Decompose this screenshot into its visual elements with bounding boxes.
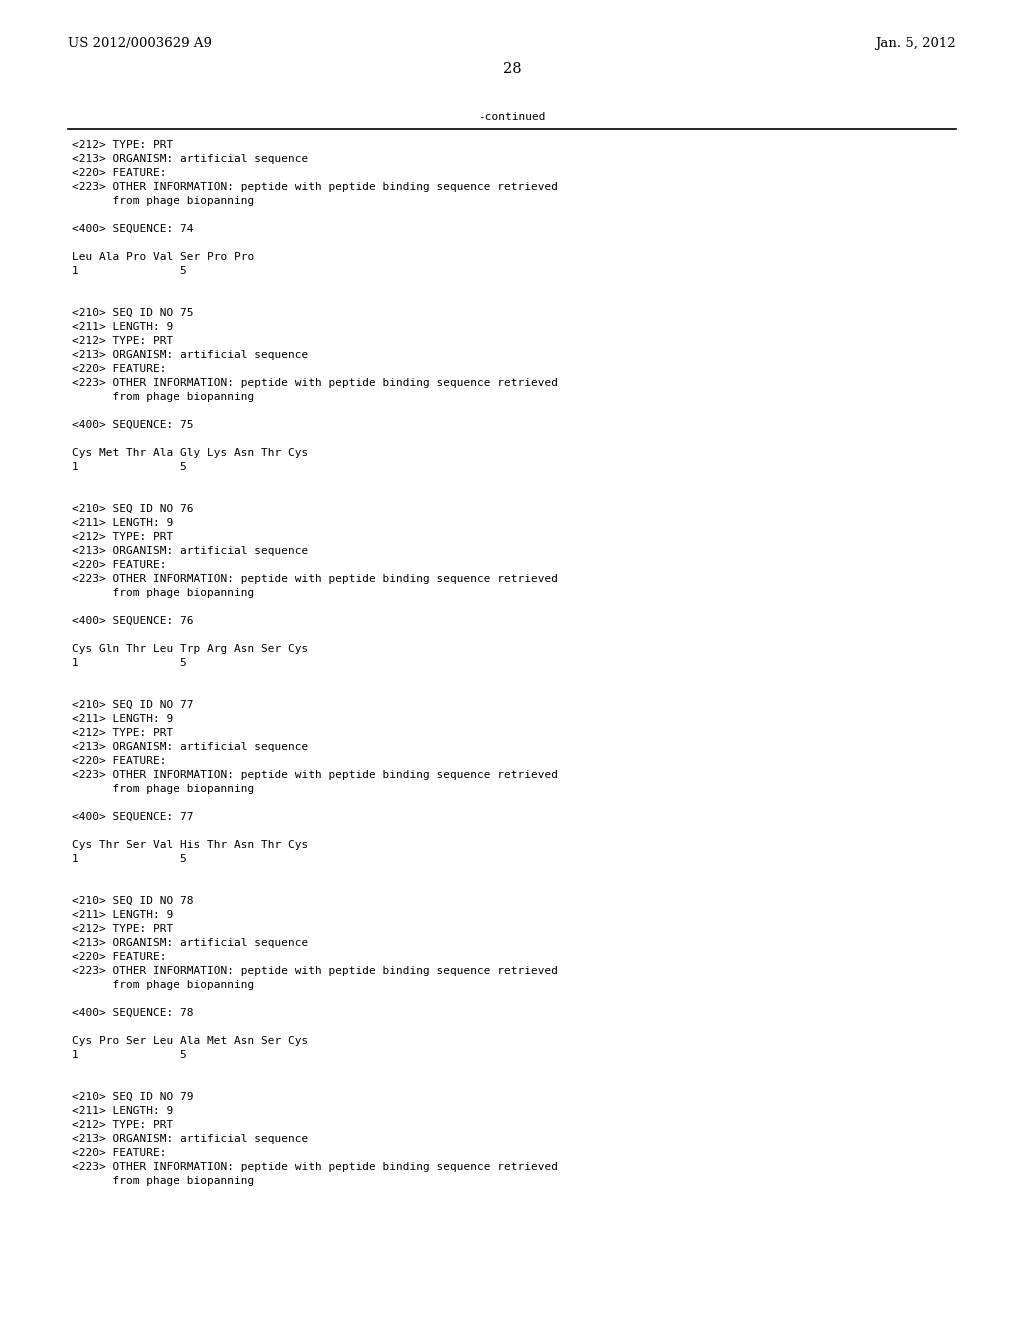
Text: <212> TYPE: PRT: <212> TYPE: PRT bbox=[72, 140, 173, 150]
Text: US 2012/0003629 A9: US 2012/0003629 A9 bbox=[68, 37, 212, 50]
Text: <223> OTHER INFORMATION: peptide with peptide binding sequence retrieved: <223> OTHER INFORMATION: peptide with pe… bbox=[72, 966, 558, 975]
Text: <223> OTHER INFORMATION: peptide with peptide binding sequence retrieved: <223> OTHER INFORMATION: peptide with pe… bbox=[72, 378, 558, 388]
Text: <220> FEATURE:: <220> FEATURE: bbox=[72, 756, 167, 766]
Text: from phage biopanning: from phage biopanning bbox=[72, 1176, 254, 1185]
Text: <210> SEQ ID NO 75: <210> SEQ ID NO 75 bbox=[72, 308, 194, 318]
Text: <400> SEQUENCE: 74: <400> SEQUENCE: 74 bbox=[72, 224, 194, 234]
Text: <213> ORGANISM: artificial sequence: <213> ORGANISM: artificial sequence bbox=[72, 939, 308, 948]
Text: <220> FEATURE:: <220> FEATURE: bbox=[72, 560, 167, 570]
Text: Jan. 5, 2012: Jan. 5, 2012 bbox=[876, 37, 956, 50]
Text: <211> LENGTH: 9: <211> LENGTH: 9 bbox=[72, 1106, 173, 1115]
Text: <211> LENGTH: 9: <211> LENGTH: 9 bbox=[72, 322, 173, 333]
Text: <213> ORGANISM: artificial sequence: <213> ORGANISM: artificial sequence bbox=[72, 1134, 308, 1144]
Text: <212> TYPE: PRT: <212> TYPE: PRT bbox=[72, 1119, 173, 1130]
Text: <213> ORGANISM: artificial sequence: <213> ORGANISM: artificial sequence bbox=[72, 742, 308, 752]
Text: <211> LENGTH: 9: <211> LENGTH: 9 bbox=[72, 517, 173, 528]
Text: <210> SEQ ID NO 78: <210> SEQ ID NO 78 bbox=[72, 896, 194, 906]
Text: Cys Pro Ser Leu Ala Met Asn Ser Cys: Cys Pro Ser Leu Ala Met Asn Ser Cys bbox=[72, 1036, 308, 1045]
Text: 1               5: 1 5 bbox=[72, 657, 186, 668]
Text: <212> TYPE: PRT: <212> TYPE: PRT bbox=[72, 729, 173, 738]
Text: <400> SEQUENCE: 78: <400> SEQUENCE: 78 bbox=[72, 1008, 194, 1018]
Text: <223> OTHER INFORMATION: peptide with peptide binding sequence retrieved: <223> OTHER INFORMATION: peptide with pe… bbox=[72, 574, 558, 583]
Text: 28: 28 bbox=[503, 62, 521, 77]
Text: <223> OTHER INFORMATION: peptide with peptide binding sequence retrieved: <223> OTHER INFORMATION: peptide with pe… bbox=[72, 1162, 558, 1172]
Text: <213> ORGANISM: artificial sequence: <213> ORGANISM: artificial sequence bbox=[72, 154, 308, 164]
Text: from phage biopanning: from phage biopanning bbox=[72, 195, 254, 206]
Text: 1               5: 1 5 bbox=[72, 462, 186, 473]
Text: from phage biopanning: from phage biopanning bbox=[72, 979, 254, 990]
Text: <212> TYPE: PRT: <212> TYPE: PRT bbox=[72, 924, 173, 935]
Text: <400> SEQUENCE: 76: <400> SEQUENCE: 76 bbox=[72, 616, 194, 626]
Text: <400> SEQUENCE: 75: <400> SEQUENCE: 75 bbox=[72, 420, 194, 430]
Text: <213> ORGANISM: artificial sequence: <213> ORGANISM: artificial sequence bbox=[72, 546, 308, 556]
Text: <223> OTHER INFORMATION: peptide with peptide binding sequence retrieved: <223> OTHER INFORMATION: peptide with pe… bbox=[72, 182, 558, 191]
Text: 1               5: 1 5 bbox=[72, 1049, 186, 1060]
Text: <220> FEATURE:: <220> FEATURE: bbox=[72, 1148, 167, 1158]
Text: Leu Ala Pro Val Ser Pro Pro: Leu Ala Pro Val Ser Pro Pro bbox=[72, 252, 254, 261]
Text: Cys Gln Thr Leu Trp Arg Asn Ser Cys: Cys Gln Thr Leu Trp Arg Asn Ser Cys bbox=[72, 644, 308, 653]
Text: <220> FEATURE:: <220> FEATURE: bbox=[72, 168, 167, 178]
Text: <210> SEQ ID NO 76: <210> SEQ ID NO 76 bbox=[72, 504, 194, 513]
Text: <211> LENGTH: 9: <211> LENGTH: 9 bbox=[72, 714, 173, 723]
Text: <400> SEQUENCE: 77: <400> SEQUENCE: 77 bbox=[72, 812, 194, 822]
Text: from phage biopanning: from phage biopanning bbox=[72, 784, 254, 795]
Text: <213> ORGANISM: artificial sequence: <213> ORGANISM: artificial sequence bbox=[72, 350, 308, 360]
Text: <212> TYPE: PRT: <212> TYPE: PRT bbox=[72, 532, 173, 543]
Text: <211> LENGTH: 9: <211> LENGTH: 9 bbox=[72, 909, 173, 920]
Text: from phage biopanning: from phage biopanning bbox=[72, 587, 254, 598]
Text: 1               5: 1 5 bbox=[72, 267, 186, 276]
Text: <220> FEATURE:: <220> FEATURE: bbox=[72, 364, 167, 374]
Text: <210> SEQ ID NO 77: <210> SEQ ID NO 77 bbox=[72, 700, 194, 710]
Text: Cys Met Thr Ala Gly Lys Asn Thr Cys: Cys Met Thr Ala Gly Lys Asn Thr Cys bbox=[72, 447, 308, 458]
Text: <220> FEATURE:: <220> FEATURE: bbox=[72, 952, 167, 962]
Text: -continued: -continued bbox=[478, 112, 546, 121]
Text: <223> OTHER INFORMATION: peptide with peptide binding sequence retrieved: <223> OTHER INFORMATION: peptide with pe… bbox=[72, 770, 558, 780]
Text: <210> SEQ ID NO 79: <210> SEQ ID NO 79 bbox=[72, 1092, 194, 1102]
Text: <212> TYPE: PRT: <212> TYPE: PRT bbox=[72, 337, 173, 346]
Text: 1               5: 1 5 bbox=[72, 854, 186, 865]
Text: Cys Thr Ser Val His Thr Asn Thr Cys: Cys Thr Ser Val His Thr Asn Thr Cys bbox=[72, 840, 308, 850]
Text: from phage biopanning: from phage biopanning bbox=[72, 392, 254, 403]
